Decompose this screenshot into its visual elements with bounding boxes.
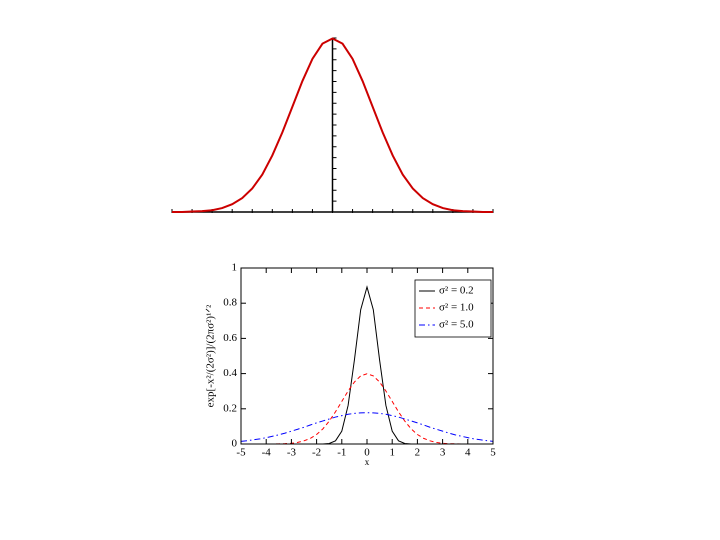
legend-label: σ² = 1.0: [439, 302, 474, 314]
x-tick-label: -3: [287, 447, 297, 459]
series-line: [241, 373, 493, 445]
x-tick-label: 1: [389, 447, 395, 459]
x-tick-label: 5: [490, 447, 496, 459]
x-tick-label: -5: [236, 447, 246, 459]
x-tick-label: 3: [440, 447, 446, 459]
legend-label: σ² = 5.0: [439, 319, 474, 331]
legend-label: σ² = 0.2: [439, 285, 474, 297]
y-tick-label: 0.2: [223, 402, 237, 414]
y-tick-label: 0.8: [223, 297, 237, 309]
y-tick-label: 0.6: [223, 332, 237, 344]
x-tick-label: 0: [364, 447, 370, 459]
y-tick-label: 0: [232, 438, 238, 450]
y-tick-label: 1: [232, 262, 238, 274]
y-tick-label: 0.4: [223, 367, 237, 379]
series-line: [240, 412, 494, 442]
x-tick-label: -2: [312, 447, 321, 459]
x-axis-label: x: [365, 457, 370, 467]
y-axis-label: exp[-x²/(2σ²)]/(2πσ²)¹ᐟ²: [205, 304, 217, 407]
x-tick-label: 2: [415, 447, 421, 459]
x-tick-label: -1: [337, 447, 346, 459]
x-tick-label: -4: [262, 447, 272, 459]
x-tick-label: 4: [465, 447, 471, 459]
series-line: [172, 37, 493, 213]
